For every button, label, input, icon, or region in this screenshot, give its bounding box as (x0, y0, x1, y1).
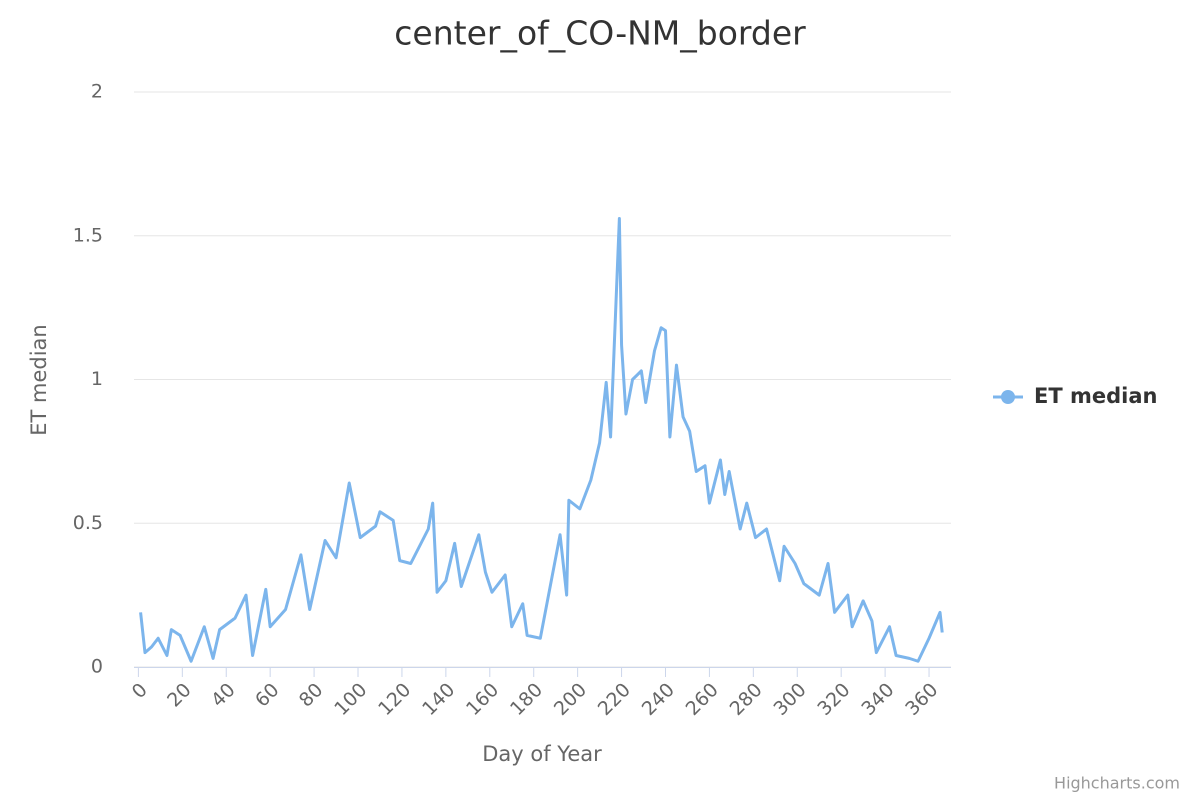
x-tick-label: 200 (550, 679, 591, 720)
x-axis-label: Day of Year (482, 742, 602, 766)
x-tick-label: 260 (682, 679, 723, 720)
x-tick-label: 220 (594, 679, 635, 720)
chart-title: center_of_CO-NM_border (394, 14, 806, 53)
x-tick-label: 300 (769, 679, 810, 720)
x-tick-label: 140 (418, 679, 459, 720)
y-axis-label: ET median (27, 324, 51, 436)
x-tick-label: 0 (128, 679, 152, 703)
x-tick-label: 280 (726, 679, 767, 720)
x-tick-label: 180 (506, 679, 547, 720)
legend-marker (1001, 390, 1015, 404)
x-tick-label: 120 (374, 679, 415, 720)
legend-label: ET median (1034, 384, 1157, 408)
y-tick-label: 1.5 (73, 224, 103, 246)
x-tick-label: 360 (901, 679, 942, 720)
series-line (139, 217, 944, 663)
x-tick-label: 60 (251, 679, 284, 712)
y-tick-label: 2 (91, 81, 103, 103)
x-tick-label: 160 (462, 679, 503, 720)
y-tick-label: 0.5 (73, 512, 103, 534)
x-tick-label: 100 (330, 679, 371, 720)
x-tick-label: 80 (295, 679, 328, 712)
credits: Highcharts.com (1054, 774, 1180, 793)
x-tick-label: 40 (207, 679, 240, 712)
x-tick-label: 320 (813, 679, 854, 720)
x-tick-label: 340 (857, 679, 898, 720)
y-tick-label: 0 (91, 656, 103, 678)
y-tick-label: 1 (91, 368, 103, 390)
x-tick-label: 20 (163, 679, 196, 712)
x-tick-label: 240 (638, 679, 679, 720)
